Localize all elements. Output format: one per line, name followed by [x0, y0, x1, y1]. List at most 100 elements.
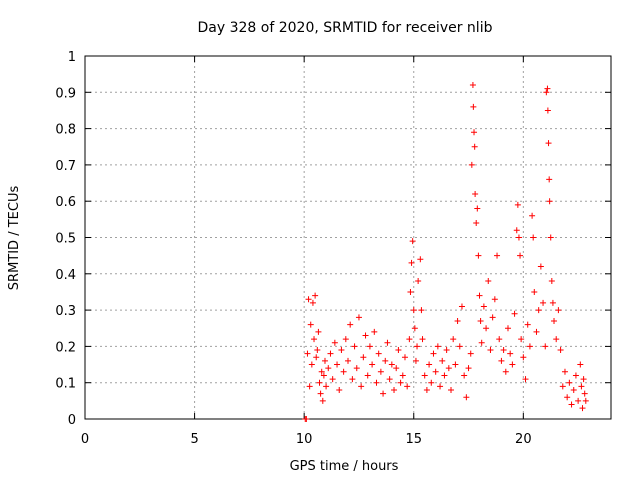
data-point — [578, 383, 585, 390]
data-point — [430, 350, 437, 357]
data-point — [371, 328, 378, 335]
data-point — [498, 357, 505, 364]
data-point — [458, 303, 465, 310]
data-point — [537, 263, 544, 270]
data-point — [305, 296, 312, 303]
data-point — [448, 386, 455, 393]
data-point — [580, 376, 587, 383]
data-point — [388, 361, 395, 368]
data-point — [467, 350, 474, 357]
data-point — [315, 328, 322, 335]
data-point — [582, 397, 589, 404]
data-point — [418, 307, 425, 314]
data-point — [520, 354, 527, 361]
data-point — [439, 357, 446, 364]
data-point — [362, 332, 369, 339]
data-point — [303, 416, 310, 422]
data-point — [423, 386, 430, 393]
data-point — [461, 372, 468, 379]
data-point — [551, 317, 558, 324]
data-point — [568, 401, 575, 408]
data-point — [496, 336, 503, 343]
data-point — [452, 361, 459, 368]
y-tick-label: 0.6 — [55, 195, 76, 210]
data-point — [417, 256, 424, 263]
data-point — [399, 372, 406, 379]
data-point — [364, 372, 371, 379]
data-point — [428, 379, 435, 386]
x-tick-label: 10 — [296, 432, 313, 447]
data-point — [474, 205, 481, 212]
data-point — [380, 390, 387, 397]
data-point — [546, 198, 553, 205]
data-point — [463, 394, 470, 401]
data-point — [408, 259, 415, 266]
data-point — [377, 368, 384, 375]
data-point — [557, 347, 564, 354]
data-point — [468, 161, 475, 168]
data-point — [491, 296, 498, 303]
data-point — [307, 321, 314, 328]
data-point — [544, 107, 551, 114]
data-point — [384, 339, 391, 346]
data-point — [465, 365, 472, 372]
data-point — [543, 89, 550, 96]
data-point — [545, 140, 552, 147]
data-point — [450, 336, 457, 343]
y-tick-label: 1 — [68, 50, 76, 65]
data-point — [473, 219, 480, 226]
data-point — [338, 347, 345, 354]
y-tick-label: 0.5 — [55, 232, 76, 247]
data-point — [415, 278, 422, 285]
data-point — [393, 365, 400, 372]
data-point — [360, 354, 367, 361]
data-point — [547, 234, 554, 241]
data-point — [526, 343, 533, 350]
data-point — [313, 354, 320, 361]
data-point — [323, 383, 330, 390]
data-point — [494, 252, 501, 259]
data-point — [342, 336, 349, 343]
data-point — [419, 336, 426, 343]
data-point — [336, 386, 343, 393]
data-point — [373, 379, 380, 386]
data-point — [530, 234, 537, 241]
data-point — [329, 376, 336, 383]
data-point — [410, 307, 417, 314]
data-point — [304, 350, 311, 357]
data-point — [485, 278, 492, 285]
data-point — [540, 299, 547, 306]
data-point — [351, 343, 358, 350]
data-point — [421, 372, 428, 379]
data-point — [386, 376, 393, 383]
data-point — [318, 368, 325, 375]
data-point — [555, 307, 562, 314]
data-point — [507, 350, 514, 357]
data-point — [434, 343, 441, 350]
data-point — [566, 379, 573, 386]
x-tick-label: 0 — [81, 432, 89, 447]
data-point — [395, 347, 402, 354]
data-point — [325, 365, 332, 372]
data-point — [407, 288, 414, 295]
data-point — [504, 325, 511, 332]
data-point — [476, 292, 483, 299]
data-point — [533, 328, 540, 335]
y-axis-label: SRMTID / TECUs — [7, 186, 22, 291]
data-point — [522, 376, 529, 383]
data-point — [480, 303, 487, 310]
data-point — [511, 310, 518, 317]
data-point — [366, 343, 373, 350]
data-point — [471, 143, 478, 150]
data-point — [319, 397, 326, 404]
data-point — [469, 82, 476, 89]
y-tick-label: 0.8 — [55, 123, 76, 138]
data-point — [515, 234, 522, 241]
data-point — [409, 238, 416, 245]
data-points — [302, 82, 589, 422]
data-point — [514, 201, 521, 208]
data-point — [509, 361, 516, 368]
axis-ticks: 0 5 10 15 20 0 0.1 0.2 0.3 0.4 0.5 0.6 0.7 0.8 0.9 1 — [55, 50, 611, 447]
data-point — [426, 361, 433, 368]
data-point — [489, 314, 496, 321]
